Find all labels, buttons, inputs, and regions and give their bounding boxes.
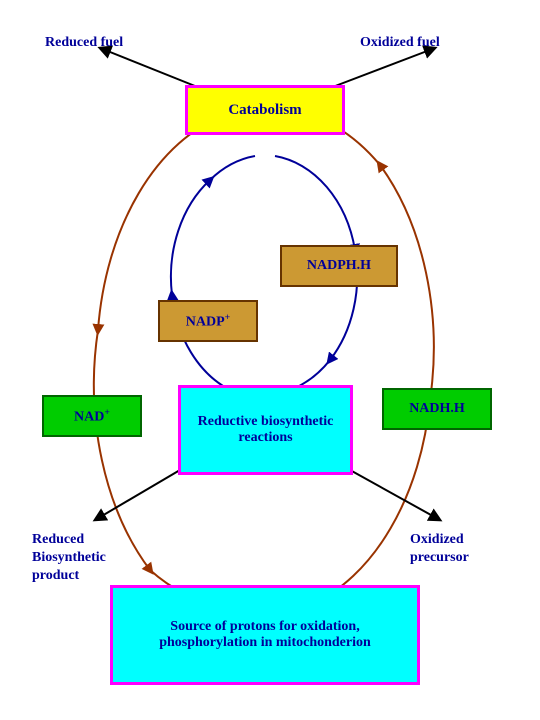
reductive-label: Reductive biosynthetic reactions <box>187 414 344 446</box>
arrow-oxidized-precursor <box>350 470 440 520</box>
oxidized-precursor-label-2: precursor <box>410 550 469 566</box>
nadh-box: NADH.H <box>382 388 492 430</box>
nadph-box: NADPH.H <box>280 245 398 287</box>
outer-left-arc-2 <box>94 330 150 570</box>
reduced-product-label-1: Reduced <box>32 532 84 548</box>
reductive-box: Reductive biosynthetic reactions <box>178 385 353 475</box>
nadph-label: NADPH.H <box>307 258 371 274</box>
reduced-product-label-2: Biosynthetic <box>32 550 106 566</box>
catabolism-box: Catabolism <box>185 85 345 135</box>
outer-left-arc-1 <box>98 115 225 330</box>
nadh-label: NADH.H <box>409 401 465 417</box>
arrow-reduced-fuel <box>100 48 200 88</box>
catabolism-label: Catabolism <box>228 102 301 119</box>
nadp-label: NADP+ <box>186 312 230 331</box>
inner-right-arc-3 <box>295 360 330 388</box>
nad-label: NAD+ <box>74 407 110 426</box>
reduced-fuel-label: Reduced fuel <box>45 35 123 51</box>
source-box: Source of protons for oxidation, phospho… <box>110 585 420 685</box>
inner-left-arc-2 <box>171 180 210 295</box>
oxidized-precursor-label-1: Oxidized <box>410 532 464 548</box>
nad-box: NAD+ <box>42 395 142 437</box>
nadp-box: NADP+ <box>158 300 258 342</box>
arrow-reduced-product <box>95 470 180 520</box>
arrow-oxidized-fuel <box>330 48 435 88</box>
source-label: Source of protons for oxidation, phospho… <box>123 619 407 651</box>
reduced-product-label-3: product <box>32 568 79 584</box>
oxidized-fuel-label: Oxidized fuel <box>360 35 440 51</box>
inner-right-arc-1 <box>275 156 355 250</box>
inner-left-arc-3 <box>210 156 255 180</box>
